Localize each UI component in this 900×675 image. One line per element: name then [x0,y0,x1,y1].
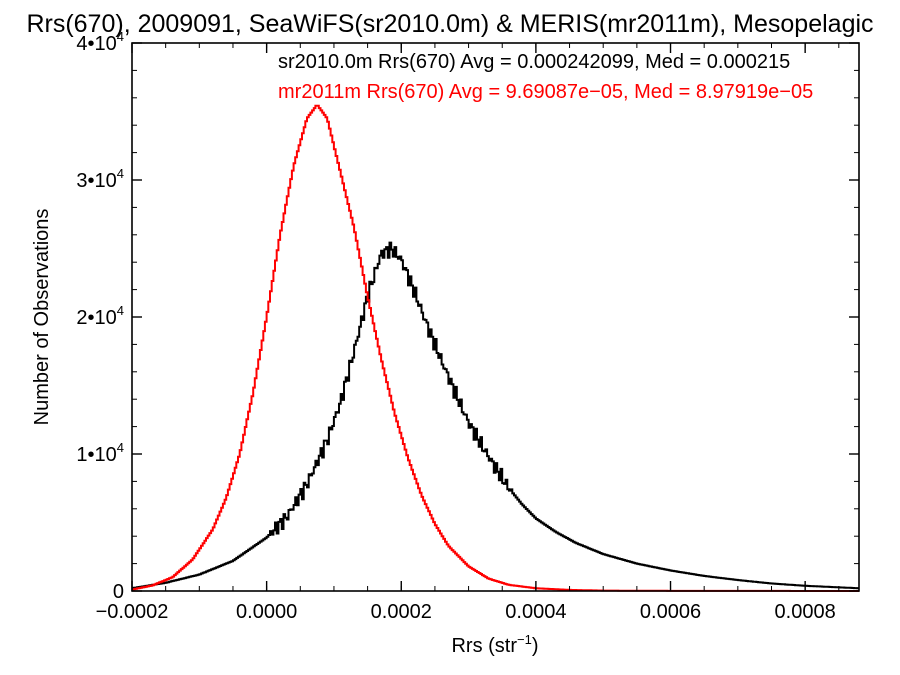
x-axis-label: Rrs (str−1) [451,632,538,657]
chart-title: Rrs(670), 2009091, SeaWiFS(sr2010.0m) & … [26,10,873,38]
y-tick-label: 1•104 [76,440,124,466]
x-tick-label: 0.0002 [371,601,432,623]
legend-series-2: mr2011m Rrs(670) Avg = 9.69087e−05, Med … [278,81,813,103]
y-tick-label: 0 [113,581,124,603]
x-tick-label: 0.0000 [236,601,297,623]
y-tick-label: 2•104 [76,303,124,329]
x-tick-label: 0.0004 [505,601,566,623]
y-tick-label: 3•104 [76,166,124,192]
histogram-series-1 [132,241,859,590]
y-axis: 0 1•104 2•104 3•104 4•104 [76,29,859,603]
x-axis-label-main: Rrs (str [451,635,517,657]
y-tick-label: 4•104 [76,29,124,55]
y-axis-label: Number of Observations [31,209,53,426]
x-axis-label-close: ) [532,635,539,657]
x-axis: −0.0002 0.0000 0.0002 0.0004 0.0006 0.0008 [96,43,840,623]
x-tick-label: −0.0002 [96,601,169,623]
x-axis-label-sup: −1 [517,632,532,647]
x-tick-label: 0.0008 [775,601,836,623]
legend-series-1: sr2010.0m Rrs(670) Avg = 0.000242099, Me… [278,51,790,73]
x-tick-label: 0.0006 [640,601,701,623]
